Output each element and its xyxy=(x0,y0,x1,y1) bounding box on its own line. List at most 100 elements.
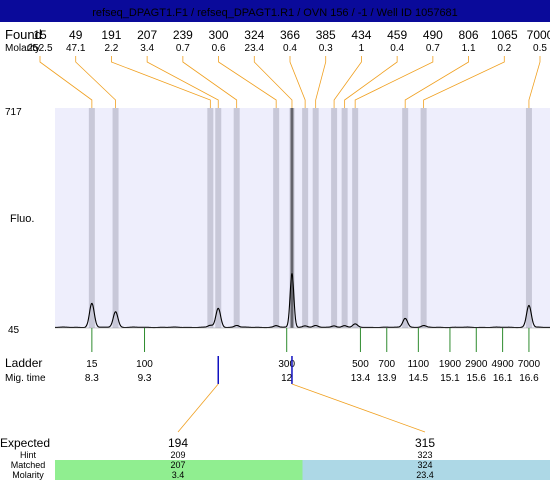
ladder-size-label: 100 xyxy=(136,359,153,370)
expected-match-bar xyxy=(55,460,303,480)
found-size-label: 207 xyxy=(137,28,157,42)
found-molarity-label: 0.2 xyxy=(497,43,511,54)
found-molarity-label: 0.7 xyxy=(176,43,190,54)
matched-label: Matched xyxy=(11,460,46,470)
found-band-halo xyxy=(288,108,295,328)
expected-hint: 323 xyxy=(417,450,432,460)
found-connector xyxy=(423,56,505,108)
molarity-label: Molarity xyxy=(5,43,40,54)
chart-title: refseq_DPAGT1.F1 / refseq_DPAGT1.R1 / OV… xyxy=(92,7,458,19)
found-molarity-label: 0.7 xyxy=(426,43,440,54)
found-size-label: 385 xyxy=(316,28,336,42)
found-size-label: 434 xyxy=(351,28,371,42)
expected-matched: 324 xyxy=(417,460,432,470)
found-band xyxy=(525,108,532,328)
ladder-mig-time-label: 8.3 xyxy=(85,373,99,384)
ladder-mig-time-label: 9.3 xyxy=(138,373,152,384)
found-molarity-label: 23.4 xyxy=(245,43,265,54)
ladder-mig-time-label: 15.1 xyxy=(440,373,460,384)
found-bands xyxy=(88,108,532,328)
ladder-size-label: 15 xyxy=(86,359,98,370)
found-connector xyxy=(289,56,306,108)
found-size-label: 191 xyxy=(101,28,121,42)
ladder-size-label: 4900 xyxy=(491,359,514,370)
found-size-label: 15 xyxy=(33,28,47,42)
expected-size: 194 xyxy=(168,436,188,450)
found-band xyxy=(331,108,338,328)
found-band xyxy=(352,108,359,328)
found-connector xyxy=(146,56,219,108)
expected-molarity: 3.4 xyxy=(172,470,185,480)
found-band xyxy=(233,108,240,328)
found-size-label: 490 xyxy=(423,28,443,42)
ladder-mig-time-label: 16.6 xyxy=(519,373,539,384)
found-connector xyxy=(75,56,116,108)
expected-connector xyxy=(177,383,219,433)
found-connector xyxy=(182,56,238,108)
ladder-mig-time-label: 13.9 xyxy=(377,373,397,384)
found-size-label: 806 xyxy=(459,28,479,42)
ladder-size-label: 1100 xyxy=(408,359,430,370)
hint-label: Hint xyxy=(20,450,37,460)
found-band xyxy=(402,108,409,328)
found-molarity-label: 252.5 xyxy=(27,43,52,54)
ladder-label: Ladder xyxy=(5,356,42,370)
found-connectors xyxy=(39,56,541,108)
expected-size: 315 xyxy=(415,436,435,450)
header-bar xyxy=(0,0,550,22)
found-connector xyxy=(354,56,434,108)
expected-hint: 209 xyxy=(170,450,185,460)
expected-matched: 207 xyxy=(170,460,185,470)
found-molarity-label: 3.4 xyxy=(140,43,154,54)
found-connector xyxy=(344,56,398,108)
found-connector xyxy=(404,56,469,108)
expected-molarity: 23.4 xyxy=(416,470,434,480)
found-size-label: 300 xyxy=(209,28,229,42)
found-connector xyxy=(39,56,93,108)
found-molarity-label: 1.1 xyxy=(462,43,476,54)
found-band xyxy=(341,108,348,328)
ladder-mig-time-label: 16.1 xyxy=(493,373,513,384)
found-size-label: 459 xyxy=(387,28,407,42)
found-band xyxy=(420,108,427,328)
ladder-size-label: 7000 xyxy=(518,359,541,370)
found-size-label: 239 xyxy=(173,28,193,42)
found-band xyxy=(112,108,119,328)
found-molarity-label: 0.3 xyxy=(319,43,333,54)
found-connector xyxy=(253,56,293,108)
found-molarity-label: 0.5 xyxy=(533,43,547,54)
found-molarity-label: 47.1 xyxy=(66,43,86,54)
mig-time-label: Mig. time xyxy=(5,373,46,384)
found-molarity-label: 0.4 xyxy=(390,43,404,54)
ladder-mig-time-label: 12 xyxy=(281,373,293,384)
found-connector xyxy=(528,56,541,108)
expected-match-bar xyxy=(302,460,550,480)
expected-connector xyxy=(291,383,426,433)
ladder-mig-time-label: 15.6 xyxy=(467,373,487,384)
found-band xyxy=(312,108,319,328)
molarity-bottom-label: Molarity xyxy=(12,470,44,480)
found-connector xyxy=(218,56,277,108)
found-size-label: 324 xyxy=(244,28,264,42)
expected-label: Expected xyxy=(0,436,50,450)
found-band xyxy=(207,108,214,328)
ladder-mig-time-label: 13.4 xyxy=(351,373,371,384)
ladder-size-label: 1900 xyxy=(439,359,462,370)
found-connector xyxy=(315,56,327,108)
found-connector xyxy=(111,56,211,108)
found-band xyxy=(273,108,280,328)
found-molarity-label: 2.2 xyxy=(104,43,118,54)
found-size-label: 366 xyxy=(280,28,300,42)
found-size-label: 1065 xyxy=(491,28,518,42)
ladder-markers: 15 8.3 100 9.3 300 12 500 13.4 700 13.9 1100 14.5 19… xyxy=(85,328,541,384)
y-tick-min: 45 xyxy=(8,325,20,336)
found-molarity-label: 0.4 xyxy=(283,43,297,54)
found-label: Found xyxy=(5,27,42,42)
found-band xyxy=(302,108,309,328)
y-tick-max: 717 xyxy=(5,107,22,118)
found-molarity-label: 1 xyxy=(359,43,365,54)
ladder-mig-time-label: 14.5 xyxy=(409,373,429,384)
y-axis-label: Fluo. xyxy=(10,213,34,225)
